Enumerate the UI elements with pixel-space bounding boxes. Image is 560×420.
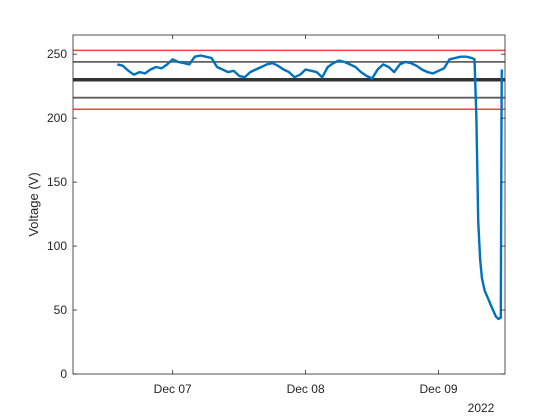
x-axis-year-label: 2022 <box>468 401 495 415</box>
x-axis: Dec 07 Dec 08 Dec 09 <box>154 35 458 396</box>
y-tick-label: 100 <box>47 239 67 253</box>
axes-frame <box>72 34 506 375</box>
series-line-0 <box>117 54 503 321</box>
y-tick-label: 250 <box>47 47 67 61</box>
x-tick-label: Dec 09 <box>420 382 458 396</box>
y-tick-label: 200 <box>47 111 67 125</box>
y-tick-label: 50 <box>54 303 68 317</box>
reference-lines <box>73 49 505 110</box>
y-axis-label: Voltage (V) <box>26 172 41 236</box>
x-tick-label: Dec 08 <box>287 382 325 396</box>
plot-area <box>73 35 505 374</box>
y-axis: 0 50 100 150 200 250 <box>47 47 505 381</box>
x-tick-label: Dec 07 <box>154 382 192 396</box>
series-layer <box>117 54 503 321</box>
y-tick-label: 150 <box>47 175 67 189</box>
y-tick-label: 0 <box>60 367 67 381</box>
